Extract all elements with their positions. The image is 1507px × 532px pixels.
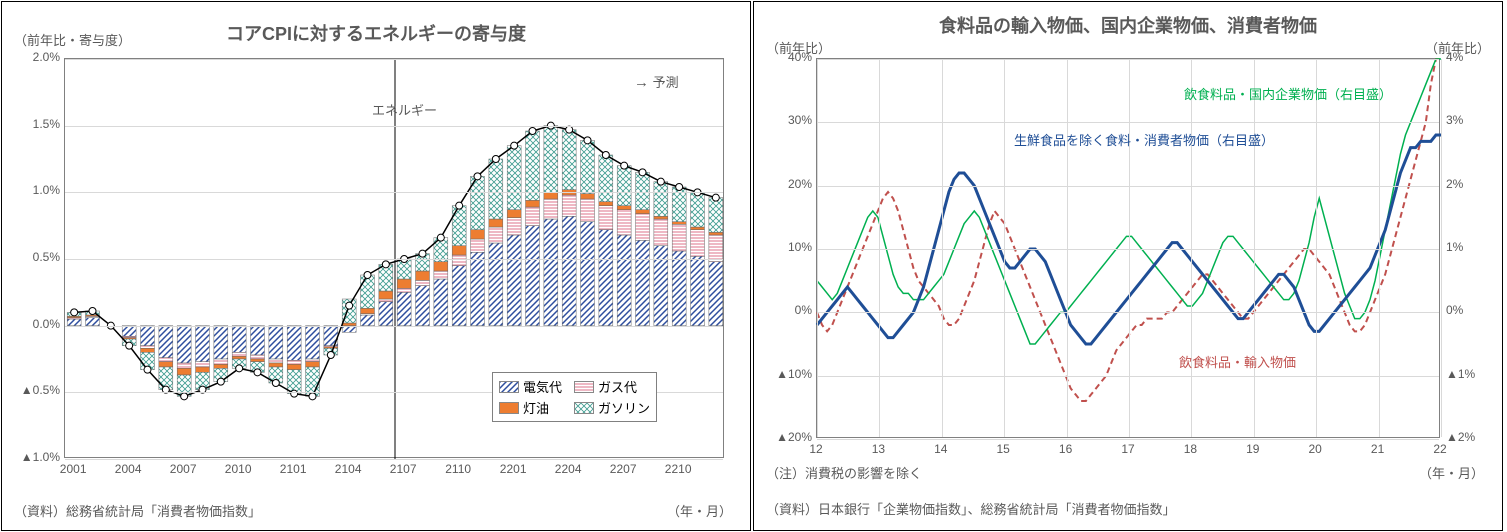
- ytick-label: 0.5%: [10, 250, 60, 264]
- ytick-label-left: 40%: [762, 50, 812, 64]
- legend-item: 灯油: [499, 398, 562, 417]
- ytick-label: 0.0%: [10, 317, 60, 331]
- right-plot-area: [816, 58, 1440, 438]
- annot-cpi: 生鮮食品を除く食料・消費者物価（右目盛）: [1014, 130, 1274, 149]
- legend-item: ガス代: [574, 377, 650, 396]
- ytick-label-left: 0%: [762, 303, 812, 317]
- xtick-label: 2001: [60, 462, 87, 476]
- xtick-label: 2204: [555, 462, 582, 476]
- annot-forecast: → 予測: [634, 72, 679, 91]
- annot-corp: 飲食料品・国内企業物価（右目盛）: [1184, 84, 1392, 103]
- xtick-label: 15: [997, 442, 1010, 456]
- ytick-label: ▲0.5%: [10, 383, 60, 397]
- xtick-label: 2004: [115, 462, 142, 476]
- ytick-label-right: 2%: [1446, 177, 1496, 191]
- right-x-axis-label: （年・月）: [1419, 463, 1484, 482]
- xtick-label: 2207: [610, 462, 637, 476]
- xtick-label: 2201: [500, 462, 527, 476]
- left-source: （資料）総務省統計局「消費者物価指数」: [14, 501, 261, 520]
- ytick-label-left: 10%: [762, 240, 812, 254]
- ytick-label-left: 30%: [762, 113, 812, 127]
- xtick-label: 14: [934, 442, 947, 456]
- ytick-label-left: ▲20%: [762, 430, 812, 444]
- ytick-label: ▲1.0%: [10, 450, 60, 464]
- ytick-label-right: ▲2%: [1446, 430, 1496, 444]
- xtick-label: 16: [1059, 442, 1072, 456]
- xtick-label: 21: [1371, 442, 1384, 456]
- ytick-label-right: 1%: [1446, 240, 1496, 254]
- xtick-label: 13: [872, 442, 885, 456]
- right-source: （資料）日本銀行「企業物価指数」、総務省統計局「消費者物価指数」: [766, 499, 1176, 518]
- left-chart-panel: （前年比・寄与度） コアCPIに対するエネルギーの寄与度 エネルギ: [1, 1, 751, 531]
- xtick-label: 22: [1433, 442, 1446, 456]
- right-note: （注）消費税の影響を除く: [766, 463, 922, 482]
- xtick-label: 19: [1246, 442, 1259, 456]
- ytick-label-right: 3%: [1446, 113, 1496, 127]
- annot-imp: 飲食料品・輸入物価: [1179, 352, 1296, 371]
- ytick-label-left: ▲10%: [762, 367, 812, 381]
- left-chart-title: コアCPIに対するエネルギーの寄与度: [2, 20, 750, 46]
- xtick-label: 20: [1309, 442, 1322, 456]
- left-legend: 電気代 ガス代 灯油 ガソリン: [492, 372, 657, 422]
- xtick-label: 2107: [390, 462, 417, 476]
- annot-energy: エネルギー: [372, 100, 437, 119]
- ytick-label: 1.0%: [10, 183, 60, 197]
- legend-item: 電気代: [499, 377, 562, 396]
- xtick-label: 2104: [335, 462, 362, 476]
- ytick-label: 2.0%: [10, 50, 60, 64]
- ytick-label: 1.5%: [10, 117, 60, 131]
- xtick-label: 2210: [665, 462, 692, 476]
- ytick-label-left: 20%: [762, 177, 812, 191]
- xtick-label: 2010: [225, 462, 252, 476]
- right-chart-title: 食料品の輸入物価、国内企業物価、消費者物価: [754, 12, 1502, 38]
- xtick-label: 12: [809, 442, 822, 456]
- xtick-label: 18: [1184, 442, 1197, 456]
- ytick-label-right: 0%: [1446, 303, 1496, 317]
- xtick-label: 2110: [445, 462, 471, 476]
- right-chart-panel: 食料品の輸入物価、国内企業物価、消費者物価 （前年比） （前年比） 飲食料品・国…: [753, 1, 1503, 531]
- left-x-axis-label: （年・月）: [667, 501, 732, 520]
- xtick-label: 17: [1121, 442, 1134, 456]
- xtick-label: 2007: [170, 462, 197, 476]
- ytick-label-right: 4%: [1446, 50, 1496, 64]
- legend-item: ガソリン: [574, 398, 650, 417]
- xtick-label: 2101: [280, 462, 307, 476]
- ytick-label-right: ▲1%: [1446, 367, 1496, 381]
